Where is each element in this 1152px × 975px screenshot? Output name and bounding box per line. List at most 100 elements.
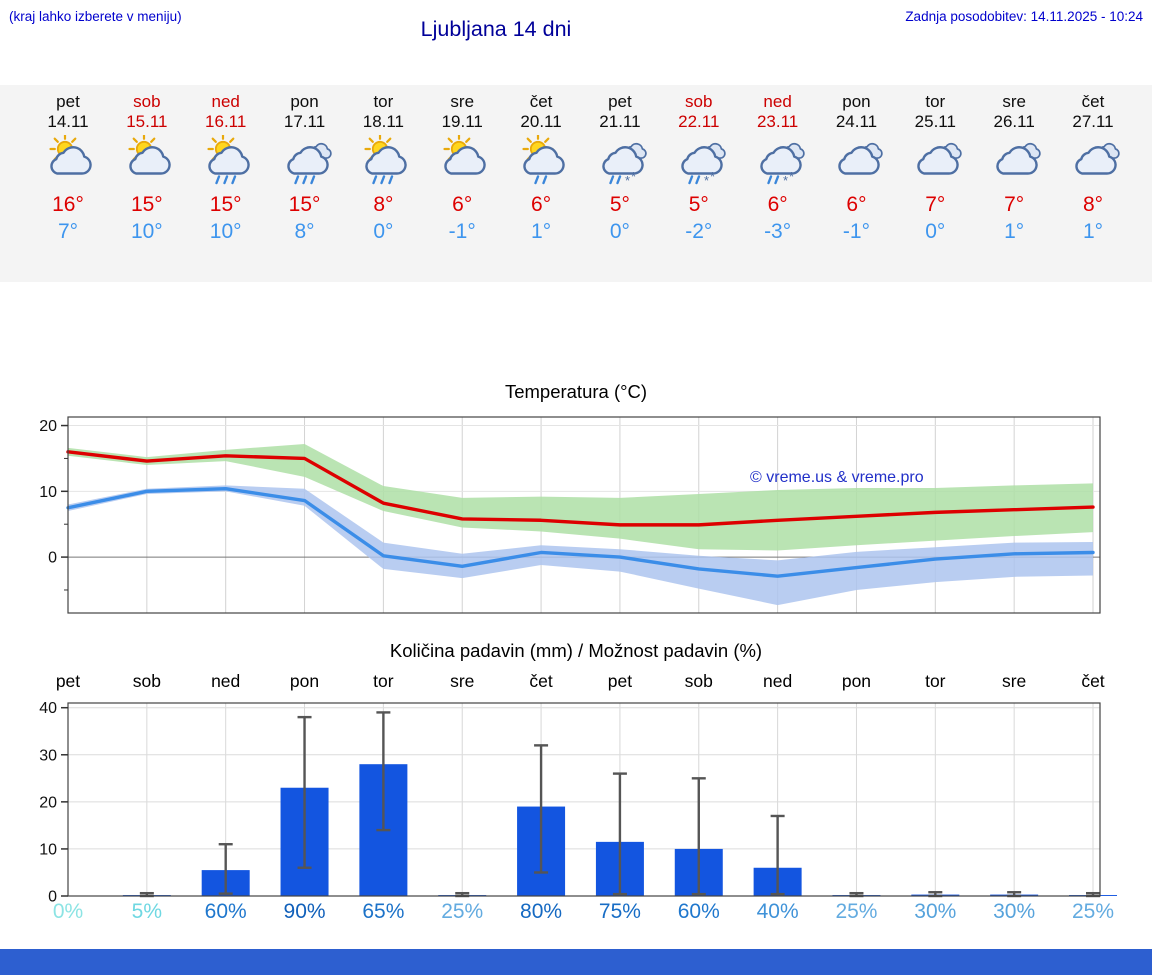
forecast-day: sre 26.11 7° 1° bbox=[975, 92, 1053, 244]
precip-day-label: čet bbox=[1081, 671, 1105, 691]
day-name: pet bbox=[56, 92, 80, 111]
min-temp-line bbox=[66, 486, 1095, 578]
day-name: pon bbox=[290, 92, 319, 111]
svg-text:*: * bbox=[783, 173, 788, 187]
forecast-day: čet 27.11 8° 1° bbox=[1054, 92, 1132, 244]
low-temp: 7° bbox=[57, 220, 79, 243]
day-name: sob bbox=[133, 92, 161, 111]
precip-probability: 0% bbox=[52, 900, 84, 923]
day-date: 14.11 bbox=[47, 112, 89, 131]
forecast-day: sob 15.11 15° 10° bbox=[108, 92, 186, 244]
precip-ytick-label: 20 bbox=[39, 794, 57, 811]
low-temp: 1° bbox=[1004, 220, 1025, 243]
temp-ytick-label: 0 bbox=[48, 550, 57, 567]
max-range-band bbox=[68, 443, 1093, 551]
day-name: ned bbox=[763, 92, 792, 111]
high-temp: 6° bbox=[531, 193, 552, 216]
precipitation-chart: 0 10 20 30 40 bbox=[39, 700, 1117, 904]
low-temp: 0° bbox=[609, 220, 630, 243]
precip-ytick-label: 10 bbox=[39, 841, 57, 858]
last-updated: Zadnja posodobitev: 14.11.2025 - 10:24 bbox=[905, 9, 1143, 24]
precip-ytick-label: 30 bbox=[39, 747, 57, 764]
high-temp: 15° bbox=[209, 193, 242, 216]
forecast-day: pet 14.11 16° 7° bbox=[29, 92, 107, 244]
precip-probability: 60% bbox=[204, 900, 247, 923]
svg-text:*: * bbox=[631, 169, 636, 184]
low-temp: -1° bbox=[842, 220, 870, 243]
high-temp: 6° bbox=[846, 193, 867, 216]
day-date: 21.11 bbox=[599, 112, 641, 131]
precip-ytick-label: 40 bbox=[39, 700, 57, 717]
sun-cloud-light-rain-icon bbox=[502, 133, 580, 189]
day-name: sre bbox=[1002, 92, 1026, 111]
low-temp: 10° bbox=[130, 220, 163, 243]
precip-probability: 25% bbox=[835, 900, 878, 923]
low-temp: 8° bbox=[294, 220, 315, 243]
high-temp: 8° bbox=[1082, 193, 1104, 216]
cloud-icon bbox=[896, 135, 974, 189]
high-temp: 6° bbox=[452, 193, 473, 216]
day-date: 25.11 bbox=[914, 112, 956, 131]
precipitation-chart-title: Količina padavin (mm) / Možnost padavin … bbox=[389, 640, 763, 661]
day-name: ned bbox=[211, 92, 240, 111]
precip-day-label: pet bbox=[607, 671, 633, 691]
forecast-day: pon 24.11 6° -1° bbox=[817, 92, 895, 244]
day-date: 27.11 bbox=[1072, 112, 1114, 131]
page-title: Ljubljana 14 dni bbox=[420, 17, 572, 41]
day-date: 20.11 bbox=[520, 112, 562, 131]
day-name: sob bbox=[685, 92, 713, 111]
copyright-link[interactable]: © vreme.us & vreme.pro bbox=[750, 469, 924, 486]
day-date: 26.11 bbox=[993, 112, 1035, 131]
low-temp: 0° bbox=[373, 220, 394, 243]
high-temp: 7° bbox=[925, 193, 946, 216]
high-temp: 15° bbox=[288, 193, 321, 216]
precip-probability: 75% bbox=[598, 900, 641, 923]
temperature-chart: 0 10 20 © vreme.us & vreme.pro bbox=[39, 416, 1101, 614]
cloud-icon bbox=[1054, 135, 1132, 189]
high-temp: 15° bbox=[130, 193, 163, 216]
cloud-icon bbox=[817, 135, 895, 189]
day-name: pet bbox=[608, 92, 632, 111]
forecast-day: sre 19.11 6° -1° bbox=[423, 92, 501, 244]
forecast-day: pet 21.11 * * 5° 0° bbox=[581, 92, 659, 244]
precip-probability: 90% bbox=[283, 900, 326, 923]
day-name: tor bbox=[373, 92, 394, 111]
precip-day-label-row: pet sob ned pon tor sre čet pet sob ned pon tor sre č… bbox=[0, 671, 1152, 693]
day-name: sre bbox=[450, 92, 475, 111]
precip-probability: 25% bbox=[441, 900, 484, 923]
forecast-day: sob 22.11 * * 5° -2° bbox=[660, 92, 738, 244]
low-temp: 1° bbox=[1082, 220, 1104, 243]
day-date: 17.11 bbox=[283, 112, 326, 131]
day-date: 19.11 bbox=[441, 112, 483, 131]
cloud-sleet-icon: * * bbox=[660, 135, 738, 189]
low-temp: -2° bbox=[685, 220, 713, 243]
precip-day-label: sre bbox=[1001, 671, 1027, 691]
svg-text:*: * bbox=[704, 173, 709, 187]
footer-bar bbox=[0, 949, 1152, 975]
precip-day-label: pon bbox=[841, 671, 872, 691]
max-temp-line bbox=[66, 450, 1095, 527]
forecast-strip: pet 14.11 16° 7° sob 15.11 15° 10° ned 16.11 15° 10… bbox=[0, 85, 1152, 282]
precip-day-label: tor bbox=[373, 671, 394, 691]
sun-cloud-icon bbox=[423, 133, 501, 189]
precip-probability: 30% bbox=[914, 900, 957, 923]
high-temp: 8° bbox=[373, 193, 394, 216]
precip-probability: 5% bbox=[131, 900, 163, 923]
forecast-day: tor 18.11 8° 0° bbox=[344, 92, 422, 244]
precip-day-label: tor bbox=[925, 671, 946, 691]
low-temp: 10° bbox=[209, 220, 242, 243]
precip-day-label: čet bbox=[529, 671, 553, 691]
precip-probability: 80% bbox=[520, 900, 563, 923]
high-temp: 5° bbox=[609, 193, 630, 216]
precip-probability: 40% bbox=[756, 900, 799, 923]
temp-ytick-label: 20 bbox=[39, 418, 57, 435]
high-temp: 5° bbox=[688, 193, 709, 216]
high-temp: 7° bbox=[1004, 193, 1025, 216]
precip-probability: 25% bbox=[1071, 900, 1115, 923]
day-name: čet bbox=[1081, 92, 1105, 111]
forecast-day: tor 25.11 7° 0° bbox=[896, 92, 974, 244]
precip-probability: 30% bbox=[993, 900, 1036, 923]
low-temp: -1° bbox=[448, 220, 476, 243]
low-temp: 0° bbox=[925, 220, 946, 243]
